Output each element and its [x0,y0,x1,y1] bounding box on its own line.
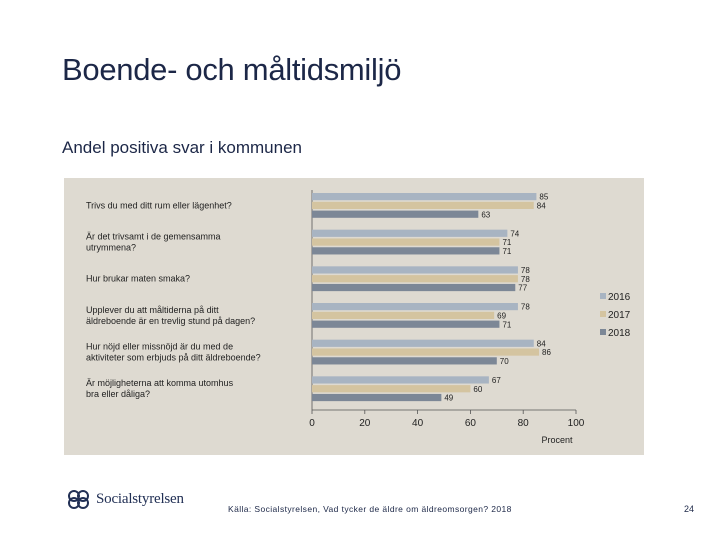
category-label: Hur brukar maten smaka? [86,274,190,284]
bar [312,357,497,365]
bar-value-label: 49 [444,394,453,403]
bar-value-label: 69 [497,312,506,321]
source-note: Källa: Socialstyrelsen, Vad tycker de äl… [228,504,512,514]
legend-swatch [600,293,606,299]
bar [312,266,518,274]
legend-label: 2016 [608,292,631,303]
legend-swatch [600,329,606,335]
bar-value-label: 84 [537,202,546,211]
legend-swatch [600,311,606,317]
page-number: 24 [684,504,695,514]
bar-value-label: 84 [537,339,546,348]
bar-value-label: 78 [521,266,530,275]
socialstyrelsen-logo-icon [68,490,89,509]
bar [312,229,508,237]
logo-text: Socialstyrelsen [96,490,184,507]
bar [312,303,518,311]
bar [312,339,534,347]
page-title: Boende- och måltidsmiljö [62,52,402,87]
x-tick-label: 20 [359,418,371,429]
bar [312,311,495,319]
bar [312,320,500,328]
x-axis-label: Procent [541,435,573,445]
category-label: Är möjligheterna att komma utomhus bra el… [86,378,234,399]
bar-value-label: 77 [518,284,527,293]
x-tick-label: 0 [309,418,315,429]
bar-value-label: 67 [492,376,501,385]
bar [312,201,534,209]
bar-value-label: 74 [510,229,519,238]
page-subtitle: Andel positiva svar i kommunen [62,138,303,157]
category-label: Hur nöjd eller missnöjd är du med de akti… [86,342,261,363]
bar [312,393,442,402]
footer-logo: Socialstyrelsen [66,488,184,510]
x-tick-label: 100 [568,418,585,429]
category-label: Är det trivsamt i de gemensamma utrymmena… [86,232,221,253]
category-label: Upplever du att måltiderna på ditt äldreb… [86,305,255,326]
bar [312,283,516,292]
legend-label: 2018 [608,328,631,339]
bar [312,376,489,384]
legend-label: 2017 [608,310,631,321]
bar-value-label: 78 [521,275,530,284]
bar-value-label: 71 [502,247,511,256]
bar [312,385,471,393]
bar [312,348,540,356]
bar-value-label: 78 [521,303,530,312]
bar-value-label: 60 [473,385,482,394]
bar-value-label: 71 [502,320,511,329]
x-tick-label: 40 [412,418,424,429]
x-tick-label: 60 [465,418,477,429]
bar-value-label: 63 [481,210,490,219]
bar-value-label: 85 [539,193,548,202]
category-label: Trivs du med ditt rum eller lägenhet? [86,200,232,210]
bar [312,275,518,283]
bar [312,210,479,218]
bar-value-label: 70 [500,357,509,366]
bar-value-label: 86 [542,348,551,357]
bar [312,247,500,255]
bar [312,193,537,201]
x-tick-label: 80 [518,418,530,429]
bar [312,238,500,246]
bar-value-label: 71 [502,238,511,247]
